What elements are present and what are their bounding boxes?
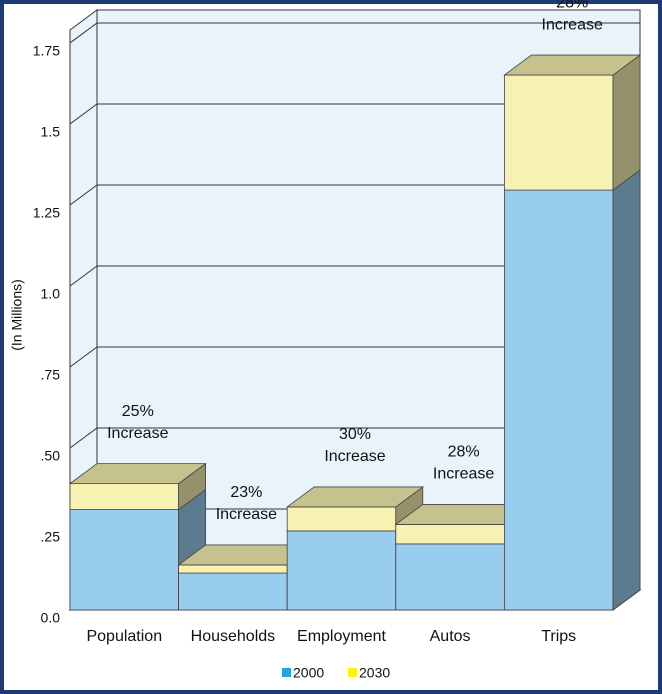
annotation: 23% [230,484,262,501]
legend-label: 2000 [293,665,324,681]
legend-label: 2030 [359,665,390,681]
bar-segment [395,524,505,545]
bar-top [503,54,642,76]
bar-segment [69,483,179,510]
x-tick-label: Population [86,628,162,645]
y-tick-label: 0.0 [41,610,61,626]
y-axis-label: (In Millions) [9,279,25,351]
annotation: 30% [339,426,371,443]
y-tick-label: 1.75 [33,43,60,59]
y-tick-label: 1.5 [41,124,61,140]
y-tick-label: .50 [41,448,61,464]
y-tick-label: .75 [41,367,61,383]
bar-top [285,486,425,508]
annotation: Increase [542,16,603,33]
bar-segment [178,572,288,611]
annotation: Increase [107,425,168,442]
y-tick-label: .25 [41,529,61,545]
annotation: Increase [324,448,385,465]
annotation: 28% [556,0,588,11]
y-tick-label: 1.0 [41,286,61,302]
annotation: 28% [448,444,480,461]
bar-top [68,463,207,485]
grid-line [69,346,640,368]
grid-line [69,22,640,44]
bar-segment [286,530,397,611]
legend-swatch [282,668,291,677]
x-tick-label: Employment [297,628,386,645]
bar-segment [503,189,614,611]
grid-line [69,427,640,449]
grid-line [69,265,640,287]
grid-line [69,184,640,206]
bar-segment [286,506,397,532]
x-tick-label: Households [191,628,276,645]
x-tick-label: Trips [541,628,576,645]
annotation: 25% [122,403,154,420]
bar-side [612,169,641,611]
bar-side [612,54,641,191]
y-tick-label: 1.25 [33,205,60,221]
annotation: Increase [433,466,494,483]
bar-segment [178,564,288,574]
legend-swatch [348,668,357,677]
bar-segment [395,543,505,611]
grid-line [69,103,640,125]
x-tick-label: Autos [430,628,471,645]
bar-segment [69,509,179,611]
annotation: Increase [216,506,277,523]
bar-segment [503,74,614,191]
